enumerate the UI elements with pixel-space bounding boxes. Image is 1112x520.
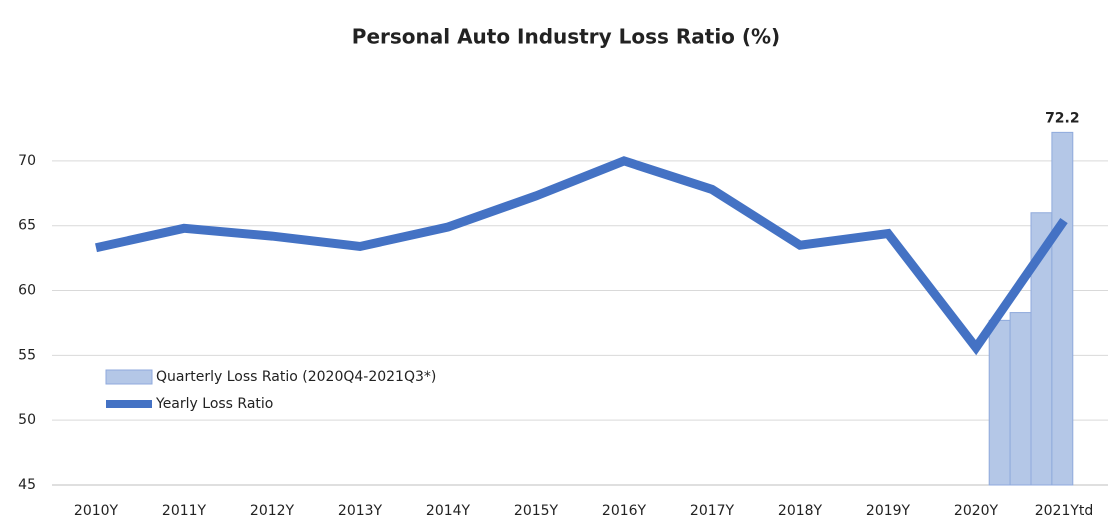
legend-label: Quarterly Loss Ratio (2020Q4-2021Q3*) bbox=[156, 369, 436, 385]
legend-label: Yearly Loss Ratio bbox=[155, 396, 273, 412]
legend-swatch bbox=[105, 369, 153, 385]
x-tick-label: 2020Y bbox=[954, 503, 999, 519]
x-tick-label: 2010Y bbox=[74, 503, 119, 519]
bar bbox=[988, 319, 1011, 486]
y-tick-label: 65 bbox=[18, 218, 36, 234]
y-tick-label: 60 bbox=[18, 283, 36, 299]
x-tick-label: 2015Y bbox=[514, 503, 559, 519]
x-tick-label: 2019Y bbox=[866, 503, 911, 519]
data-label: 72.2 bbox=[1045, 110, 1080, 126]
x-tick-label: 2013Y bbox=[338, 503, 383, 519]
x-tick-label: 2021Ytd bbox=[1035, 503, 1094, 519]
y-tick-label: 45 bbox=[18, 477, 36, 493]
x-tick-label: 2012Y bbox=[250, 503, 295, 519]
y-tick-label: 70 bbox=[18, 153, 36, 169]
x-tick-label: 2017Y bbox=[690, 503, 735, 519]
chart-title: Personal Auto Industry Loss Ratio (%) bbox=[352, 25, 780, 49]
line bbox=[95, 156, 1068, 356]
x-tick-label: 2014Y bbox=[426, 503, 471, 519]
x-tick-label: 2016Y bbox=[602, 503, 647, 519]
y-tick-label: 55 bbox=[18, 347, 36, 363]
y-tick-label: 50 bbox=[18, 412, 36, 428]
bar bbox=[1051, 131, 1074, 486]
x-tick-label: 2018Y bbox=[778, 503, 823, 519]
bar bbox=[1009, 312, 1032, 486]
x-tick-label: 2011Y bbox=[162, 503, 207, 519]
